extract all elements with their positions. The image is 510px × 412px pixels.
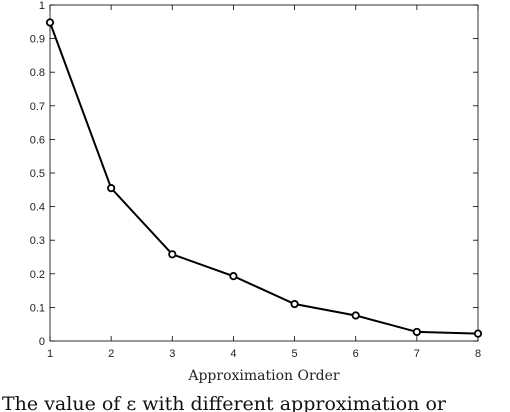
- y-tick-label: 0.8: [30, 67, 45, 79]
- data-point: [351, 311, 360, 320]
- data-points: [45, 18, 483, 338]
- x-tick-label: 2: [108, 348, 114, 360]
- x-tick-label: 8: [475, 348, 481, 360]
- data-point: [473, 329, 483, 338]
- y-tick-label: 0.4: [30, 202, 45, 214]
- data-point: [45, 18, 55, 27]
- series-line: [49, 22, 479, 335]
- plot-area: [49, 4, 479, 342]
- data-point: [412, 327, 421, 337]
- caption: The value of ε with different approximat…: [2, 393, 447, 412]
- data-point: [107, 184, 116, 193]
- x-axis-title: Approximation Order: [187, 368, 340, 384]
- y-tick-label: 0.6: [30, 134, 45, 146]
- x-axis: 1 2 3 4 5 6 7 8: [47, 5, 481, 360]
- data-point: [229, 272, 238, 281]
- y-tick-label: 0.7: [30, 101, 45, 113]
- y-axis: 0 0.1 0.2 0.3 0.4 0.5 0.6 0.7 0.8 0.9 1: [30, 0, 478, 348]
- x-tick-label: 4: [230, 348, 236, 360]
- y-tick-label: 0.5: [30, 168, 45, 180]
- x-tick-label: 6: [353, 348, 359, 360]
- x-tick-label: 5: [292, 348, 298, 360]
- y-tick-label: 1: [39, 0, 45, 12]
- x-tick-label: 7: [414, 348, 420, 360]
- y-tick-label: 0.9: [30, 34, 45, 46]
- data-point: [290, 299, 299, 309]
- data-point: [168, 250, 177, 259]
- y-tick-label: 0.2: [30, 269, 45, 281]
- x-tick-label: 3: [169, 348, 175, 360]
- x-tick-label: 1: [47, 348, 53, 360]
- y-tick-label: 0.3: [30, 235, 45, 247]
- y-tick-label: 0: [39, 336, 45, 348]
- y-tick-label: 0.1: [30, 302, 45, 314]
